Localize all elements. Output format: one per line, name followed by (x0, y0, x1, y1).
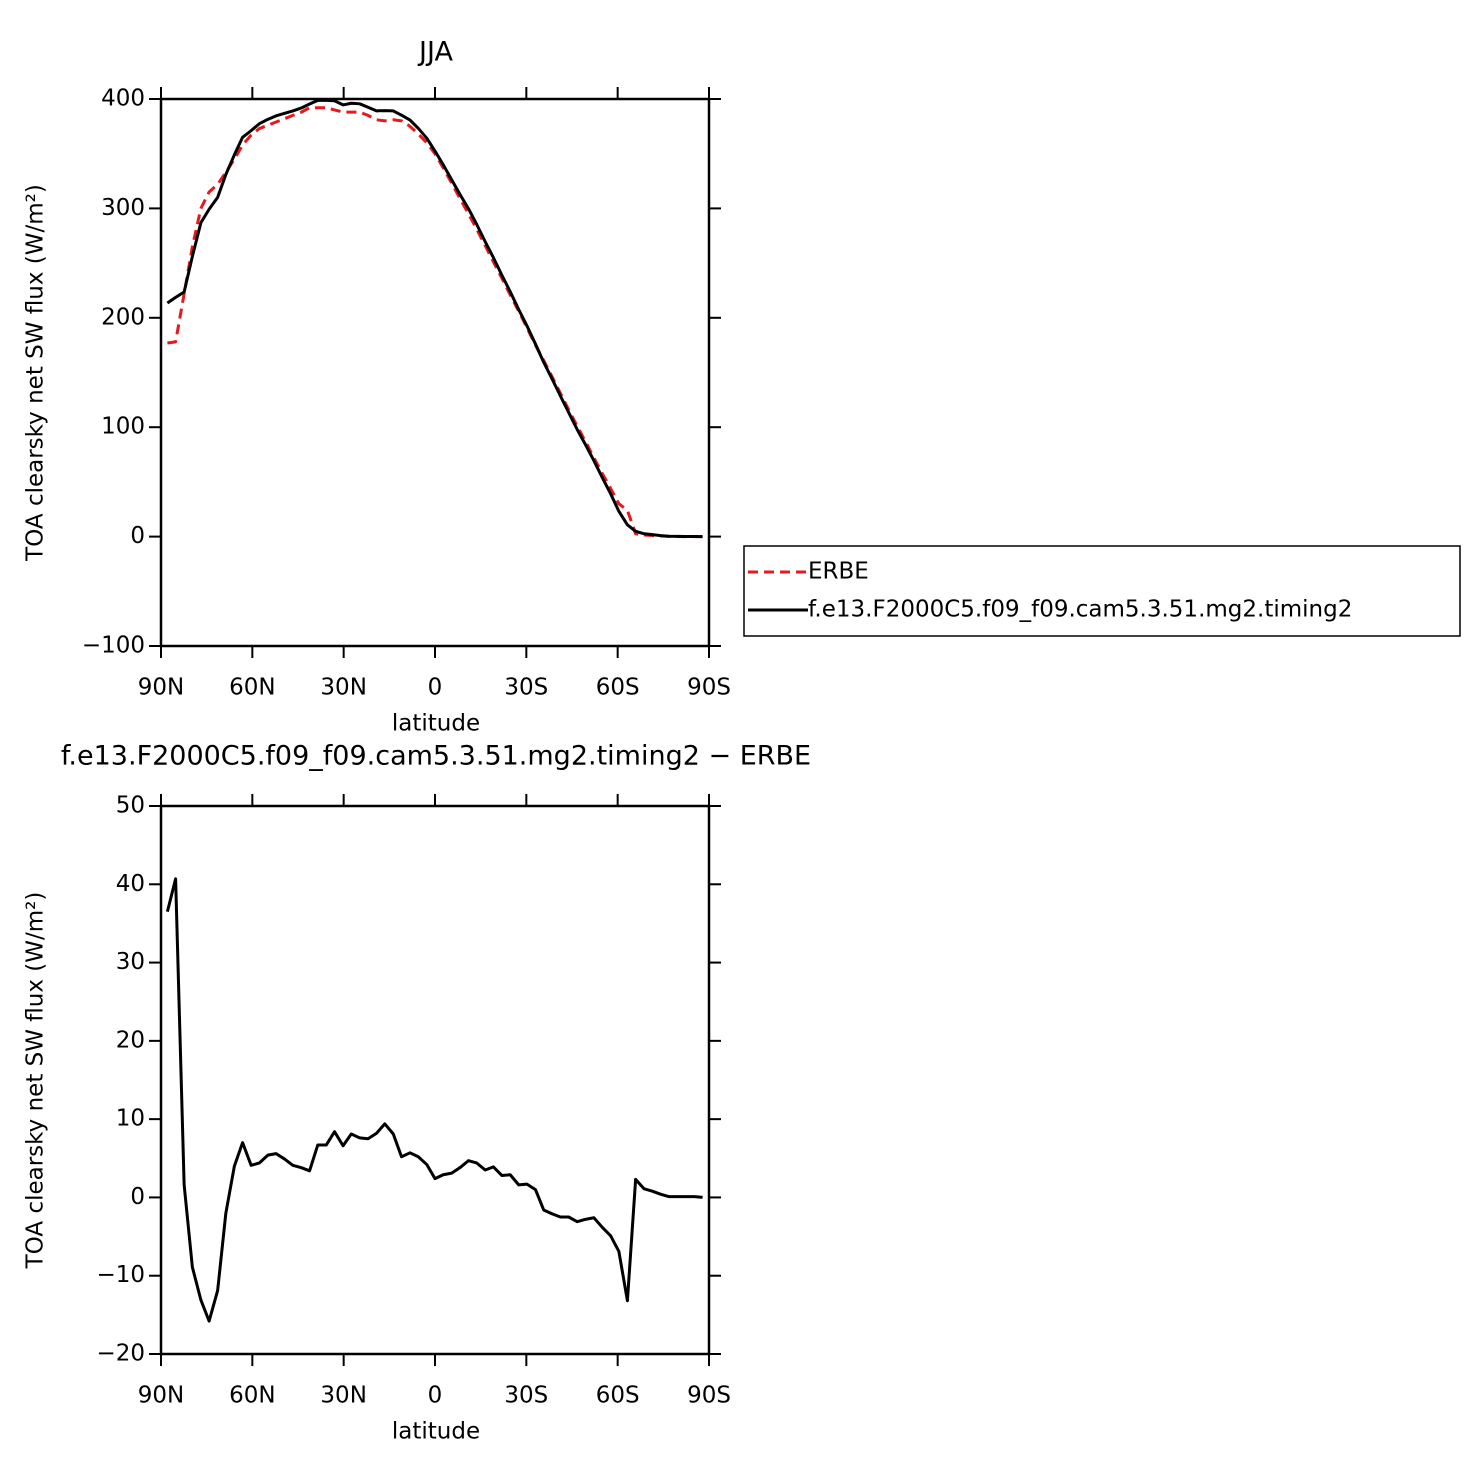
x-tick-label: 60N (229, 675, 275, 701)
x-axis-label: latitude (392, 711, 480, 737)
y-tick-label: 100 (101, 414, 145, 440)
x-tick-label: 60S (596, 675, 640, 701)
x-tick-label: 0 (428, 675, 443, 701)
legend-label: f.e13.F2000C5.f09_f09.cam5.3.51.mg2.timi… (808, 597, 1352, 623)
y-tick-label: −20 (96, 1341, 145, 1367)
x-tick-label: 60S (596, 1383, 640, 1409)
y-tick-label: 30 (116, 949, 145, 975)
data-line (165, 877, 703, 1323)
x-tick-label: 30S (504, 675, 548, 701)
y-axis-label: TOA clearsky net SW flux (W/m²) (23, 892, 49, 1270)
y-tick-label: 20 (116, 1027, 145, 1053)
legend-label: ERBE (808, 559, 869, 585)
y-tick-label: 10 (116, 1106, 145, 1132)
x-tick-label: 30S (504, 1383, 548, 1409)
x-tick-label: 30N (320, 675, 366, 701)
x-tick-label: 90S (687, 675, 731, 701)
chart-title: f.e13.F2000C5.f09_f09.cam5.3.51.mg2.timi… (61, 741, 811, 772)
x-tick-label: 0 (428, 1383, 443, 1409)
legend-box (743, 545, 1461, 637)
x-tick-label: 90N (138, 1383, 184, 1409)
y-tick-label: 0 (130, 523, 145, 549)
plot-frame (159, 804, 711, 1356)
y-tick-label: 0 (130, 1184, 145, 1210)
y-tick-label: 300 (101, 195, 145, 221)
y-axis-label: TOA clearsky net SW flux (W/m²) (23, 184, 49, 562)
y-tick-label: −100 (82, 633, 145, 659)
y-tick-label: 400 (101, 86, 145, 112)
plot-area: f.e13.F2000C5.f09_f09.cam5.3.51.mg2.timi… (23, 741, 812, 1445)
legend: ERBE f.e13.F2000C5.f09_f09.cam5.3.51.mg2.… (743, 545, 1461, 637)
y-tick-label: 40 (116, 871, 145, 897)
y-tick-label: 50 (116, 793, 145, 819)
data-line (167, 106, 703, 539)
x-axis-label: latitude (392, 1419, 480, 1445)
y-tick-label: 200 (101, 304, 145, 330)
data-line (166, 98, 703, 539)
y-tick-label: −10 (96, 1262, 145, 1288)
plot-frame (159, 97, 711, 648)
x-tick-label: 30N (320, 1383, 366, 1409)
x-tick-label: 90S (687, 1383, 731, 1409)
x-tick-label: 60N (229, 1383, 275, 1409)
x-tick-label: 90N (138, 675, 184, 701)
chart-title: JJA (417, 37, 453, 68)
plot-area: JJA latitude TOA clearsky net SW flux (W/m… (23, 37, 731, 737)
